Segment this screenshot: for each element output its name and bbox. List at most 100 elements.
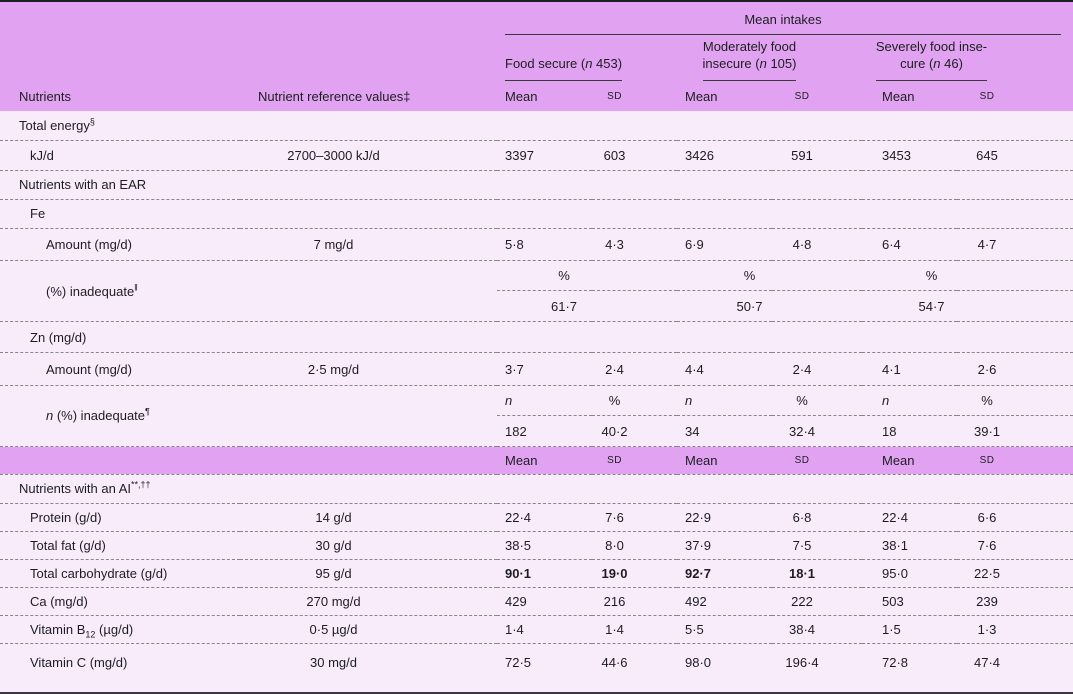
cell-sd: 216 xyxy=(592,587,677,616)
cell-sd: 4·3 xyxy=(592,227,677,261)
cell-sd: 591 xyxy=(772,139,862,171)
cell-sd: 1·3 xyxy=(957,615,1073,644)
cell-unit-n: n xyxy=(677,385,772,416)
group-label: Moderately food xyxy=(702,39,797,55)
cell-mean: 5·8 xyxy=(497,227,592,261)
row-label-n: n xyxy=(46,408,54,424)
col-header-mean: Mean xyxy=(497,81,592,111)
col-header-sd: SD xyxy=(592,445,677,475)
group-n: n xyxy=(759,56,767,72)
section-label: Total energy§ xyxy=(0,111,1073,140)
group-header-moderately-insecure: Moderately food insecure (n 105) xyxy=(677,35,862,81)
cell-reference-value: 2·5 mg/d xyxy=(240,352,497,386)
cell-sd: 1·4 xyxy=(592,615,677,644)
table-row-kjd: kJ/d 2700–3000 kJ/d 3397 603 3426 591 34… xyxy=(0,139,1073,171)
row-label-text: Vitamin B xyxy=(30,622,86,638)
section-row-ear: Nutrients with an EAR xyxy=(0,169,1073,200)
mean-intakes-header: Mean intakes xyxy=(497,1,1073,35)
cell-mean: 4·1 xyxy=(862,352,957,386)
row-label: n (%) inadequate¶ xyxy=(0,385,240,447)
cell-sd: 38·4 xyxy=(772,615,862,644)
cell-mean: 3·7 xyxy=(497,352,592,386)
cell-reference-value: 0·5 µg/d xyxy=(240,615,497,644)
table-row-total-fat: Total fat (g/d) 30 g/d 38·5 8·0 37·9 7·5… xyxy=(0,530,1073,560)
cell-percent-inadequate: 32·4 xyxy=(772,415,862,447)
col-header-sd: SD xyxy=(772,81,862,111)
subscript-12: 12 xyxy=(85,629,96,640)
col-header-nutrients: Nutrients xyxy=(0,81,240,111)
col-header-sd: SD xyxy=(957,81,1073,111)
cell-mean: 38·5 xyxy=(497,530,592,560)
cell-percent-inadequate: 50·7 xyxy=(677,290,862,322)
table-row-fe-inadequate-values: 61·7 50·7 54·7 xyxy=(0,290,1073,322)
cell-mean: 3426 xyxy=(677,139,772,171)
group-n: n xyxy=(585,56,593,72)
cell-reference-value xyxy=(240,259,497,322)
table-row-fe-inadequate-units: (%) inadequate‖ % % % xyxy=(0,259,1073,322)
cell-unit-n: n xyxy=(497,385,592,416)
table-row-zn-amount: Amount (mg/d) 2·5 mg/d 3·7 2·4 4·4 2·4 4… xyxy=(0,352,1073,386)
cell-sd: 22·5 xyxy=(957,558,1073,588)
footnote-marker: ¶ xyxy=(145,407,150,418)
cell-mean: 95·0 xyxy=(862,558,957,588)
cell-n-inadequate: 182 xyxy=(497,415,592,447)
cell-reference-value: 30 g/d xyxy=(240,530,497,560)
cell-reference-value: 14 g/d xyxy=(240,502,497,532)
section-text: Total energy xyxy=(19,117,90,133)
footnote-marker: **,†† xyxy=(131,479,151,490)
cell-sd: 2·4 xyxy=(772,352,862,386)
row-label: Total fat (g/d) xyxy=(0,530,240,560)
cell-sd: 222 xyxy=(772,587,862,616)
cell-sd: 603 xyxy=(592,139,677,171)
cell-mean: 22·9 xyxy=(677,502,772,532)
cell-unit-percent: % xyxy=(862,259,1073,291)
cell-mean: 6·9 xyxy=(677,227,772,261)
cell-sd: 239 xyxy=(957,587,1073,616)
cell-percent-inadequate: 54·7 xyxy=(862,290,1073,322)
group-header-severely-insecure: Severely food inse- cure (n 46) xyxy=(862,35,1073,81)
band-empty-cell xyxy=(240,445,497,475)
cell-mean: 3397 xyxy=(497,139,592,171)
cell-n-inadequate: 34 xyxy=(677,415,772,447)
group-label: cure ( xyxy=(900,56,934,72)
header-row-mean-intakes: Mean intakes xyxy=(0,1,1073,35)
cell-n-inadequate: 18 xyxy=(862,415,957,447)
cell-mean: 492 xyxy=(677,587,772,616)
cell-mean: 503 xyxy=(862,587,957,616)
col-header-sd: SD xyxy=(592,81,677,111)
cell-mean: 22·4 xyxy=(497,502,592,532)
row-label: kJ/d xyxy=(0,139,240,171)
cell-mean: 4·4 xyxy=(677,352,772,386)
cell-sd: 4·7 xyxy=(957,227,1073,261)
cell-percent-inadequate: 40·2 xyxy=(592,415,677,447)
header-empty-cell xyxy=(0,35,240,81)
cell-mean-bold: 90·1 xyxy=(497,558,592,588)
cell-reference-value: 2700–3000 kJ/d xyxy=(240,139,497,171)
cell-sd: 2·4 xyxy=(592,352,677,386)
table-row-protein: Protein (g/d) 14 g/d 22·4 7·6 22·9 6·8 2… xyxy=(0,502,1073,532)
cell-mean: 37·9 xyxy=(677,530,772,560)
row-label: Amount (mg/d) xyxy=(0,227,240,261)
row-label-text: (µg/d) xyxy=(95,622,134,638)
cell-sd: 47·4 xyxy=(957,643,1073,693)
cell-unit-percent: % xyxy=(677,259,862,291)
group-label: 46) xyxy=(940,56,963,72)
cell-mean: 38·1 xyxy=(862,530,957,560)
cell-sd: 645 xyxy=(957,139,1073,171)
col-header-reference-values: Nutrient reference values‡ xyxy=(240,81,497,111)
cell-mean: 72·5 xyxy=(497,643,592,693)
section-row-ai: Nutrients with an AI**,†† xyxy=(0,473,1073,504)
header-empty-cell xyxy=(240,1,497,35)
cell-sd: 4·8 xyxy=(772,227,862,261)
cell-reference-value: 7 mg/d xyxy=(240,227,497,261)
subsection-row-fe: Fe xyxy=(0,198,1073,229)
cell-reference-value xyxy=(240,385,497,447)
row-label: Amount (mg/d) xyxy=(0,352,240,386)
group-header-food-secure: Food secure (n 453) xyxy=(497,35,677,81)
cell-mean: 1·4 xyxy=(497,615,592,644)
col-header-mean: Mean xyxy=(862,81,957,111)
cell-sd-bold: 18·1 xyxy=(772,558,862,588)
footnote-marker: ‖ xyxy=(134,282,138,293)
